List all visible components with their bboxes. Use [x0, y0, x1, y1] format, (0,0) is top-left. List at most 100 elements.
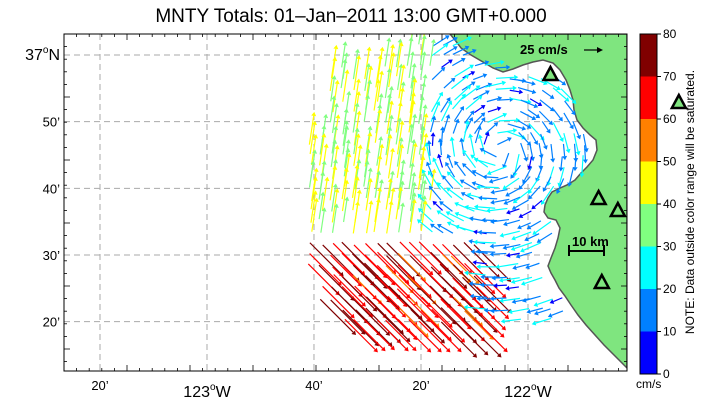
- current-vector-head: [550, 158, 556, 163]
- current-vector-head: [400, 202, 406, 207]
- current-vector-head: [432, 157, 437, 163]
- current-vector-head: [491, 275, 496, 281]
- current-vector-head: [499, 333, 505, 338]
- current-vector: [564, 100, 574, 113]
- current-vector-head: [344, 179, 350, 184]
- current-vector-head: [418, 208, 423, 213]
- current-vector: [395, 105, 401, 133]
- current-vector-head: [457, 347, 462, 353]
- lat-label: 40’: [43, 181, 60, 196]
- lat-label: 50’: [43, 115, 60, 130]
- current-vector-head: [454, 224, 460, 230]
- current-vector: [365, 69, 372, 101]
- current-vector: [377, 251, 407, 282]
- current-vector-head: [343, 108, 349, 113]
- current-vector: [341, 241, 377, 278]
- current-vector-head: [321, 160, 327, 165]
- current-vector-head: [424, 142, 430, 147]
- current-vector: [537, 166, 543, 179]
- current-vector: [475, 84, 489, 91]
- current-vector: [503, 297, 521, 302]
- current-vector: [572, 120, 580, 136]
- current-vector-head: [412, 142, 418, 147]
- current-vector: [408, 318, 440, 351]
- current-vector-head: [446, 303, 452, 309]
- current-vector: [385, 130, 391, 156]
- colorbar-segment: [640, 34, 657, 77]
- current-vector: [377, 319, 407, 349]
- current-vector: [520, 222, 531, 228]
- current-vector: [329, 60, 336, 92]
- current-vector: [473, 298, 504, 328]
- current-vector-head: [479, 282, 484, 288]
- current-vector-head: [459, 137, 465, 142]
- current-vector-head: [462, 149, 467, 155]
- current-vector: [384, 72, 390, 99]
- frame-ticks: [63, 33, 627, 371]
- current-vector-head: [333, 102, 339, 108]
- current-vector-head: [460, 57, 466, 63]
- current-vector: [535, 221, 552, 233]
- current-vector-head: [507, 137, 512, 142]
- current-vector-head: [420, 155, 426, 161]
- current-vector-head: [450, 77, 456, 83]
- current-vector-head: [470, 249, 475, 255]
- current-vector: [541, 121, 549, 131]
- current-vector-head: [435, 101, 441, 106]
- current-vector-head: [445, 347, 451, 353]
- current-vector-head: [388, 114, 394, 119]
- current-vector: [386, 242, 419, 275]
- colorbar-tick-label: 10: [663, 325, 677, 339]
- current-vector-head: [412, 78, 418, 83]
- current-vector: [418, 150, 425, 179]
- current-vector-head: [495, 264, 500, 270]
- current-vector-head: [454, 211, 460, 217]
- current-vector: [467, 306, 487, 310]
- current-vector-head: [387, 126, 393, 131]
- current-vector-head: [356, 189, 362, 194]
- current-vector-head: [515, 253, 521, 259]
- current-vector: [374, 112, 381, 143]
- current-vector-head: [464, 270, 469, 276]
- current-vector: [408, 95, 415, 124]
- current-vector-head: [460, 192, 466, 197]
- current-vector: [530, 307, 543, 313]
- current-vector-head: [535, 113, 541, 119]
- current-vector: [463, 242, 498, 277]
- current-vector-head: [512, 265, 517, 270]
- current-vector-head: [480, 105, 486, 110]
- current-vector: [410, 298, 438, 326]
- current-vector: [453, 109, 463, 122]
- current-vector-head: [469, 216, 474, 222]
- current-vector: [385, 319, 415, 349]
- colorbar-tick-label: 40: [663, 197, 677, 211]
- current-vector-head: [485, 90, 490, 95]
- current-vector-head: [398, 41, 404, 47]
- current-vector-head: [312, 176, 318, 181]
- current-vector: [461, 141, 465, 157]
- current-vector: [527, 109, 538, 117]
- current-vector-head: [351, 330, 357, 336]
- current-vector-head: [410, 99, 416, 105]
- current-vector-head: [311, 111, 317, 117]
- current-vector-head: [473, 204, 479, 210]
- current-vector: [429, 42, 435, 66]
- current-vector-head: [520, 281, 526, 286]
- current-vector: [520, 110, 533, 119]
- current-vector: [341, 276, 375, 310]
- current-vector-head: [377, 54, 383, 60]
- current-vector: [462, 50, 474, 56]
- current-vector-head: [419, 96, 425, 101]
- current-vector-head: [378, 93, 384, 98]
- current-vector: [468, 206, 488, 212]
- current-vector: [452, 264, 489, 300]
- current-vector-head: [567, 182, 573, 187]
- current-vector-head: [510, 174, 515, 179]
- current-vector: [523, 166, 533, 181]
- current-vector-head: [503, 221, 508, 227]
- current-vector: [434, 160, 443, 178]
- current-vector: [365, 296, 402, 332]
- current-vector-head: [313, 167, 319, 173]
- current-vector: [420, 277, 449, 306]
- current-vector-head: [531, 115, 537, 121]
